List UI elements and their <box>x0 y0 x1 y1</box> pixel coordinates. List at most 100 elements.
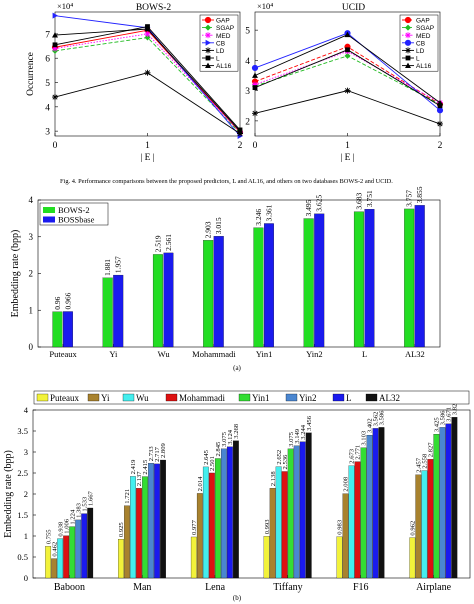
x-axis-label: | E | <box>140 153 154 163</box>
y-tick-label: 3 <box>29 232 34 242</box>
y-axis-label: Occurrence <box>26 52 36 96</box>
legend-label: CB <box>216 40 225 47</box>
bar-bows-2 <box>52 311 63 348</box>
x-tick-label: 1 <box>145 141 150 151</box>
bar-value-label: 1.721 <box>124 489 131 504</box>
bar-value-label: 3.075 <box>288 431 295 447</box>
y-tick-label: 4 <box>29 195 34 205</box>
bar-bows-2 <box>303 218 314 348</box>
y-tick-label: 0 <box>29 342 34 352</box>
bar-bossbase <box>414 205 425 348</box>
legend-label: Yin2 <box>299 393 317 403</box>
category-label: Tiffany <box>273 582 302 593</box>
x-tick-label: 0 <box>253 141 258 151</box>
bar-value-label: 0.96 <box>53 296 62 309</box>
bar-yin2 <box>148 463 154 579</box>
legend-label: Mohammadi <box>179 393 225 403</box>
bar-value-label: 3.855 <box>415 186 424 203</box>
category-label: Wu <box>158 349 171 359</box>
legend-marker <box>405 32 411 39</box>
category-label: Yin2 <box>306 349 323 359</box>
legend-label: SGAP <box>216 25 234 32</box>
bar-value-label: 3.244 <box>300 424 307 440</box>
bar-puteaux <box>190 536 197 579</box>
legend-marker <box>404 16 412 24</box>
legend-marker <box>405 24 411 31</box>
bar-value-label: 3.671 <box>446 407 453 422</box>
data-point-med <box>252 81 258 88</box>
y-tick-label: 4 <box>45 103 50 113</box>
data-point-med <box>144 30 151 37</box>
bar-l <box>445 423 452 579</box>
bar-bossbase <box>63 311 73 348</box>
legend-swatch <box>43 216 55 223</box>
bar-value-label: 3.456 <box>306 415 313 431</box>
chart-title: UCID <box>342 3 365 13</box>
y-tick-label: 3 <box>45 128 50 138</box>
category-label: Lena <box>205 582 226 593</box>
bar-bows-2 <box>152 254 163 348</box>
bar-value-label: 3.149 <box>294 428 301 444</box>
legend-marker <box>205 62 211 68</box>
bar-bows-2 <box>102 277 113 348</box>
data-point-al16 <box>344 31 351 38</box>
bar-value-label: 0.755 <box>45 529 52 545</box>
data-point-cb <box>436 107 444 114</box>
category-label: Yin1 <box>256 349 273 359</box>
bar-value-label: 2.733 <box>148 446 155 462</box>
legend-marker <box>205 39 211 46</box>
legend-swatch <box>122 393 135 402</box>
x-axis-label: | E | <box>340 153 354 163</box>
bar-yi <box>124 505 130 579</box>
legend-label: AL32 <box>379 393 400 403</box>
x-tick-label: 0 <box>53 141 58 151</box>
subfigure-b-label: (b) <box>232 594 242 602</box>
legend-label: Yi <box>101 393 110 403</box>
legend-label: AL16 <box>216 63 232 70</box>
data-point-ld <box>144 69 151 76</box>
data-point-l <box>52 42 58 48</box>
data-point-al16 <box>252 72 258 78</box>
category-label: Man <box>133 582 151 593</box>
data-point-ld <box>344 87 351 94</box>
legend-marker <box>205 55 211 61</box>
bar-yin1 <box>433 434 440 579</box>
bar-bossbase <box>314 213 325 348</box>
y-tick-label: 6 <box>45 55 50 65</box>
bar-value-label: 3.103 <box>361 430 368 446</box>
bar-mohammadi <box>354 461 361 579</box>
bar-value-label: 0.993 <box>264 519 271 535</box>
bar-value-label: 2.652 <box>276 450 283 465</box>
bar-mohammadi <box>136 488 142 579</box>
legend-label: BOWS-2 <box>58 205 90 215</box>
x-tick-label: 2 <box>238 141 243 151</box>
bar-value-label: 0.938 <box>57 521 64 537</box>
bar-yin2 <box>75 519 82 579</box>
y-tick-label: 0.5 <box>17 552 28 562</box>
bar-al32 <box>160 459 166 579</box>
bar-value-label: 3.268 <box>233 423 240 439</box>
bar-value-label: 2.014 <box>197 476 204 492</box>
y-tick-label: 3 <box>24 447 28 457</box>
y-tick-label: 2 <box>24 489 28 499</box>
bar-l <box>81 513 88 579</box>
y-tick-label: 5 <box>245 27 250 37</box>
legend-label: SGAP <box>416 25 434 32</box>
bar-value-label: 0.977 <box>191 519 198 535</box>
x-tick-label: 1 <box>345 141 350 151</box>
legend-swatch <box>238 393 251 402</box>
data-point-l <box>437 103 443 109</box>
bar-l <box>299 441 306 579</box>
bar-yin1 <box>214 458 221 579</box>
y-tick-label: 3 <box>245 87 250 97</box>
legend-label: GAP <box>416 18 430 25</box>
legend-label: LD <box>416 48 425 55</box>
bar-l <box>154 463 160 579</box>
bar-l <box>372 428 379 579</box>
legend-swatch <box>165 393 178 402</box>
exponent-label: ×10⁴ <box>57 1 73 11</box>
bar-bossbase <box>264 223 274 348</box>
y-tick-label: 1 <box>29 305 34 315</box>
category-label: F16 <box>353 582 369 593</box>
bar-puteaux <box>45 546 52 579</box>
